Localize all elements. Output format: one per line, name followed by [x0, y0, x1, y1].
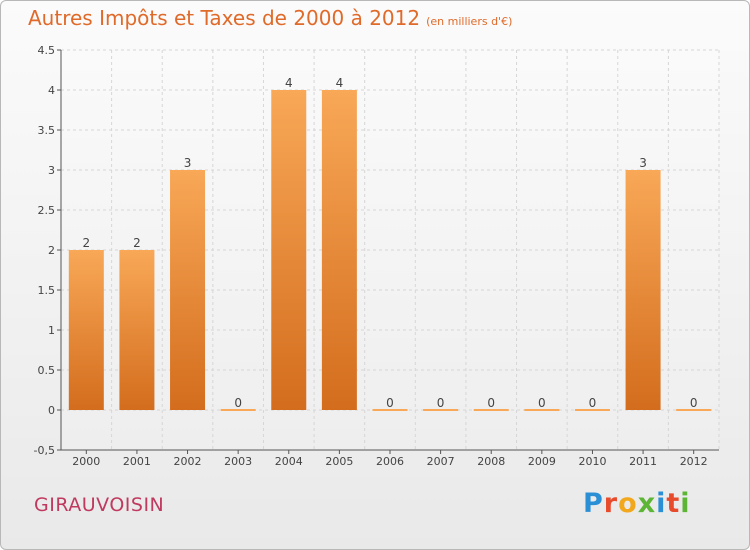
- x-tick-label: 2001: [123, 455, 151, 468]
- bar-value-label: 0: [538, 396, 546, 410]
- x-tick-label: 2003: [224, 455, 252, 468]
- logo-letter: x: [637, 488, 657, 519]
- bar-2009: [524, 409, 560, 411]
- bar-2007: [423, 409, 459, 411]
- x-tick-label: 2000: [72, 455, 100, 468]
- y-tick-label: 0: [48, 404, 55, 417]
- x-tick-label: 2010: [578, 455, 606, 468]
- bar-value-label: 0: [234, 396, 242, 410]
- chart-unit-label: (en milliers d'€): [426, 15, 513, 28]
- bar-2003: [220, 409, 256, 411]
- x-tick-label: 2002: [174, 455, 202, 468]
- y-tick-label: 4: [48, 84, 55, 97]
- bar-2002: [170, 170, 206, 410]
- bar-2010: [574, 409, 610, 411]
- x-tick-label: 2007: [427, 455, 455, 468]
- label-layer: 2 2 3 0 4 4 0 0 0 0 0 3 0: [82, 76, 697, 410]
- chart-title-text: Autres Impôts et Taxes de 2000 à 2012: [28, 6, 421, 30]
- y-tick-label: -0,5: [34, 444, 55, 457]
- y-tick-label: 3.5: [38, 124, 56, 137]
- logo-letter: r: [603, 488, 619, 519]
- x-tick-label: 2011: [629, 455, 657, 468]
- bar-value-label: 2: [133, 236, 141, 250]
- x-tick-label: 2005: [325, 455, 353, 468]
- chart-title: Autres Impôts et Taxes de 2000 à 2012 (en…: [28, 6, 512, 30]
- bar-value-label: 3: [184, 156, 192, 170]
- x-tick-label: 2012: [680, 455, 708, 468]
- logo-letter: o: [618, 488, 638, 519]
- bar-value-label: 4: [336, 76, 344, 90]
- commune-name: GIRAUVOISIN: [34, 494, 165, 516]
- bar-value-label: 0: [437, 396, 445, 410]
- bar-2006: [372, 409, 408, 411]
- bar-value-label: 2: [82, 236, 90, 250]
- proxiti-logo: Proxiti: [583, 488, 691, 519]
- bar-value-label: 4: [285, 76, 293, 90]
- logo-letter: i: [656, 488, 667, 519]
- y-tick-label: 2: [48, 244, 55, 257]
- y-tick-label: 3: [48, 164, 55, 177]
- y-tick-label: 1.5: [38, 284, 56, 297]
- bar-value-label: 0: [487, 396, 495, 410]
- bar-2005: [321, 90, 357, 410]
- bar-2001: [119, 250, 155, 410]
- logo-letter: t: [666, 488, 681, 519]
- y-tick-label: 2.5: [38, 204, 56, 217]
- x-tick-label: 2006: [376, 455, 404, 468]
- y-tick-label: 0.5: [38, 364, 56, 377]
- x-tick-label: 2008: [477, 455, 505, 468]
- logo-letter: i: [680, 488, 691, 519]
- bar-2008: [473, 409, 509, 411]
- bar-layer: [68, 90, 712, 411]
- bar-value-label: 0: [589, 396, 597, 410]
- bar-value-label: 0: [386, 396, 394, 410]
- logo-letter: P: [583, 488, 604, 519]
- bar-2004: [271, 90, 307, 410]
- bar-2012: [676, 409, 712, 411]
- x-tick-label: 2004: [275, 455, 303, 468]
- y-tick-label: 4.5: [38, 44, 56, 57]
- bar-2000: [68, 250, 104, 410]
- bar-value-label: 3: [639, 156, 647, 170]
- x-tick-label: 2009: [528, 455, 556, 468]
- bar-value-label: 0: [690, 396, 698, 410]
- bar-2011: [625, 170, 661, 410]
- y-tick-label: 1: [48, 324, 55, 337]
